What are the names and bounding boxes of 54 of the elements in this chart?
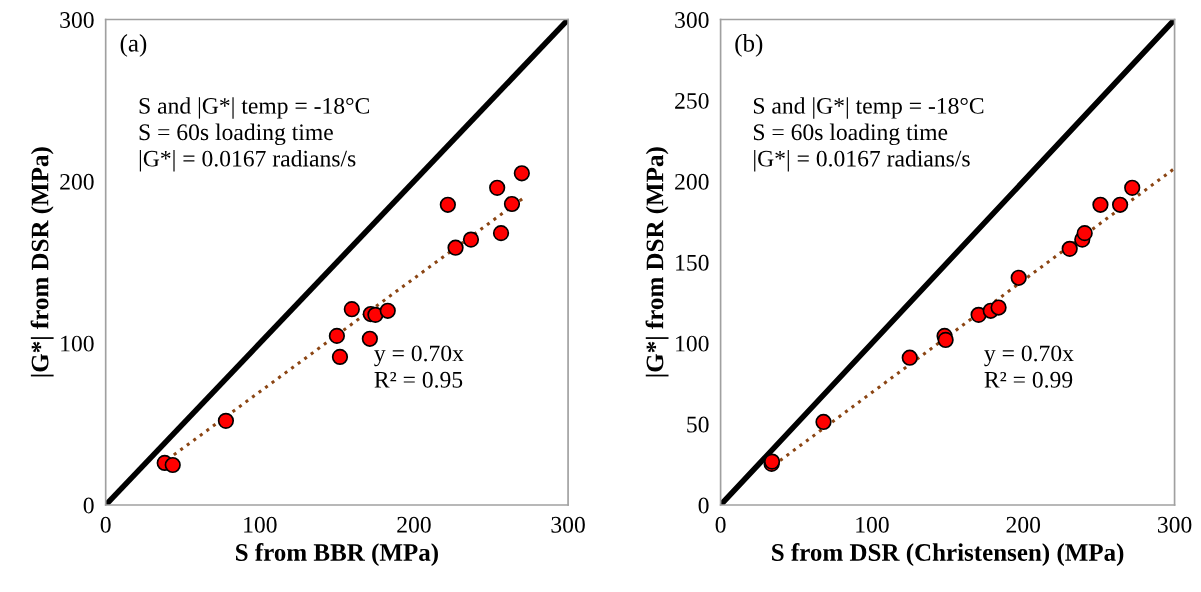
y-tick-label: 100 [676, 335, 709, 352]
point [447, 239, 464, 256]
point [1111, 196, 1129, 213]
annotation: (b) [735, 34, 763, 57]
annotation: (a) [120, 34, 147, 57]
y-tick-label: 200 [675, 173, 709, 190]
point [990, 299, 1007, 316]
y-tick-label: 300 [675, 12, 709, 28]
point [901, 349, 918, 366]
x-tick-label: 0 [100, 516, 111, 533]
point [492, 225, 510, 242]
y-tick-label: 300 [60, 12, 94, 28]
point [489, 179, 506, 196]
y-tick-label: 200 [60, 173, 94, 190]
y-axis-title: |G*| from DSR (MPa) [30, 147, 54, 377]
point [367, 306, 384, 323]
x-tick-label: 300 [551, 516, 585, 533]
x-tick-label: 200 [397, 516, 431, 533]
y-tick-label: 0 [698, 497, 709, 514]
x-tick-label: 100 [244, 516, 277, 533]
point [328, 327, 345, 344]
point [815, 413, 832, 431]
x-tick-label: 100 [856, 516, 889, 533]
y-tick-label: 250 [675, 92, 709, 109]
point [937, 331, 954, 349]
point [1092, 196, 1109, 213]
y-tick-label: 50 [687, 416, 709, 433]
x-tick-label: 200 [1006, 516, 1041, 533]
point [379, 302, 396, 319]
point [331, 348, 349, 366]
point [164, 456, 181, 474]
point [1061, 240, 1078, 257]
y-tick-label: 0 [83, 497, 94, 514]
annotation: y = 0.70x R² = 0.95 [374, 345, 464, 388]
x-tick-label: 300 [1158, 516, 1192, 533]
point [513, 165, 530, 182]
x-tick-label: 0 [715, 516, 726, 533]
point [1076, 225, 1093, 242]
point [462, 231, 480, 248]
x-axis-title: S from BBR (MPa) [236, 543, 438, 566]
y-tick-label: 100 [61, 335, 94, 352]
point [503, 195, 521, 213]
annotation: y = 0.70x R² = 0.99 [984, 345, 1074, 388]
y-axis-title: |G*| from DSR (MPa) [645, 147, 669, 377]
point [217, 412, 235, 429]
annotation: S and |G*| temp = -18°C S = 60s loading time |G*| = 0.0167 radians/s [753, 97, 984, 172]
point [439, 196, 456, 213]
point [343, 301, 360, 318]
point [361, 330, 378, 347]
y-tick-label: 150 [676, 254, 709, 271]
annotation: S and |G*| temp = -18°C S = 60s loading time |G*| = 0.0167 radians/s [139, 97, 369, 172]
x-axis-title: S from DSR (Christensen) (MPa) [772, 543, 1124, 566]
point [1010, 269, 1027, 286]
point [1124, 179, 1141, 196]
